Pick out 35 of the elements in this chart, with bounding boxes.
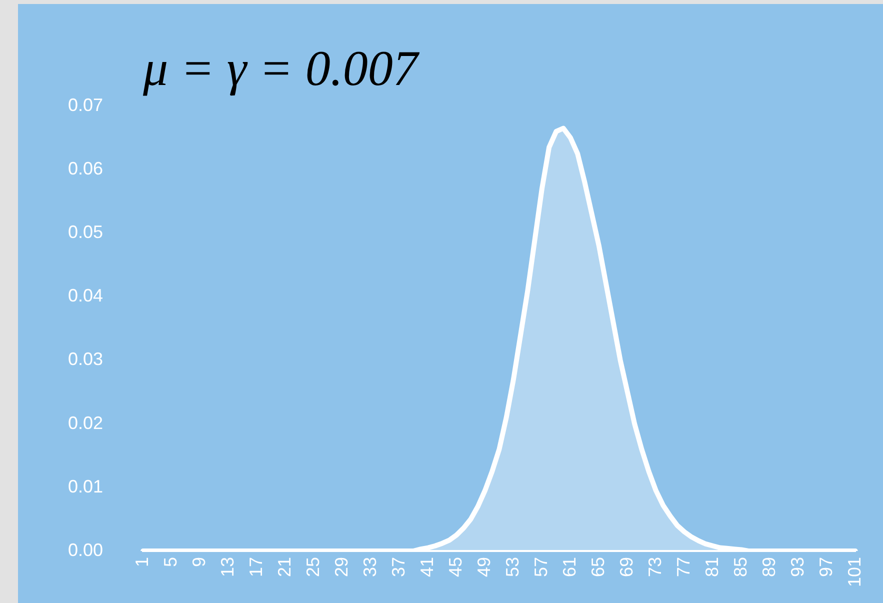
x-tick-label: 5 bbox=[160, 556, 180, 567]
x-tick-label: 77 bbox=[673, 556, 694, 577]
x-tick-label: 65 bbox=[588, 556, 608, 577]
x-tick-label: 25 bbox=[302, 556, 323, 577]
x-tick-label: 33 bbox=[360, 556, 380, 577]
x-tick-label: 101 bbox=[844, 556, 864, 588]
x-tick-label: 13 bbox=[217, 556, 238, 577]
x-tick-label: 61 bbox=[559, 556, 580, 577]
x-tick-label: 9 bbox=[188, 556, 209, 567]
chart-title: μ = γ = 0.007 bbox=[142, 40, 420, 96]
x-tick-label: 45 bbox=[445, 556, 466, 577]
x-tick-label: 41 bbox=[416, 556, 437, 577]
x-tick-label: 1 bbox=[132, 556, 152, 567]
x-tick-label: 53 bbox=[502, 556, 522, 577]
x-tick-label: 29 bbox=[331, 556, 352, 577]
y-tick-label: 0.04 bbox=[68, 286, 104, 306]
y-tick-label: 0.01 bbox=[68, 476, 104, 496]
x-tick-label: 69 bbox=[616, 556, 636, 577]
x-tick-label: 89 bbox=[758, 556, 779, 577]
x-tick-label: 85 bbox=[730, 556, 750, 577]
x-tick-label: 21 bbox=[274, 556, 294, 577]
x-tick-label: 81 bbox=[702, 556, 722, 577]
x-tick-label: 17 bbox=[246, 556, 266, 577]
y-tick-label: 0.05 bbox=[68, 222, 104, 242]
x-tick-label: 73 bbox=[644, 556, 665, 577]
x-tick-label: 93 bbox=[787, 556, 808, 577]
y-tick-label: 0.00 bbox=[68, 540, 104, 560]
x-tick-label: 97 bbox=[816, 556, 836, 577]
x-tick-label: 57 bbox=[530, 556, 551, 577]
x-tick-label: 49 bbox=[474, 556, 494, 577]
y-tick-label: 0.02 bbox=[68, 412, 104, 433]
y-tick-label: 0.06 bbox=[68, 158, 104, 179]
y-tick-label: 0.07 bbox=[68, 94, 104, 115]
y-tick-label: 0.03 bbox=[68, 349, 104, 370]
x-tick-label: 37 bbox=[388, 556, 408, 577]
